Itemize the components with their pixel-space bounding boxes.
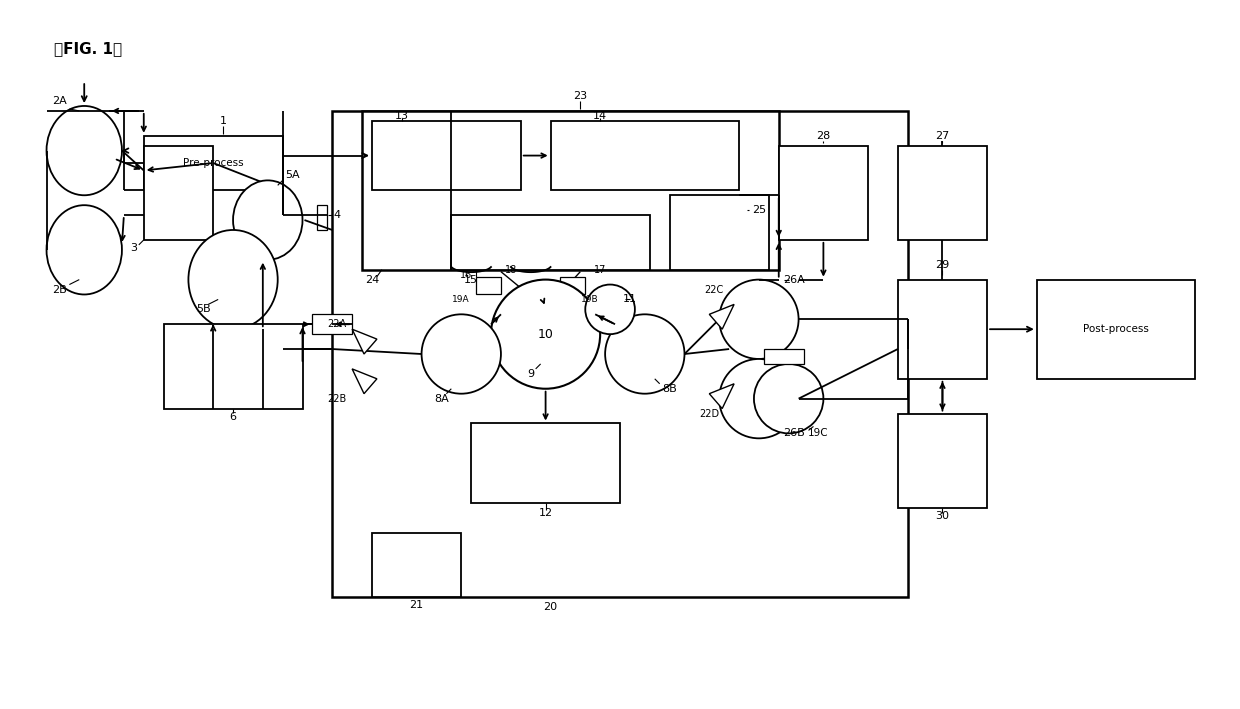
Bar	[898, 145, 987, 240]
Text: 19B: 19B	[582, 295, 599, 304]
Bar	[144, 135, 283, 190]
Bar	[144, 145, 213, 240]
Polygon shape	[709, 384, 734, 408]
Text: 3: 3	[130, 243, 138, 253]
Ellipse shape	[47, 205, 122, 294]
Bar	[372, 121, 521, 190]
Text: 10: 10	[538, 328, 553, 340]
Ellipse shape	[47, 106, 122, 195]
Text: 20: 20	[543, 602, 558, 612]
Text: 21: 21	[409, 600, 424, 610]
Bar	[332, 111, 908, 597]
Text: 22A: 22A	[327, 319, 347, 329]
Text: 5A: 5A	[285, 170, 300, 180]
Bar	[312, 314, 352, 334]
Text: 11: 11	[622, 294, 637, 304]
Text: 26A: 26A	[782, 274, 805, 284]
Text: 14: 14	[593, 111, 608, 121]
Ellipse shape	[719, 279, 799, 359]
Bar	[670, 195, 769, 269]
Bar	[1037, 279, 1195, 379]
Polygon shape	[709, 304, 734, 329]
Text: 5B: 5B	[196, 304, 211, 314]
Bar	[372, 532, 461, 597]
Bar	[764, 349, 804, 364]
Text: 30: 30	[935, 510, 950, 520]
Text: 13: 13	[394, 111, 409, 121]
Text: 28: 28	[816, 130, 831, 140]
Bar	[779, 145, 868, 240]
Text: 16: 16	[460, 269, 472, 279]
Ellipse shape	[585, 284, 635, 334]
Bar	[362, 111, 779, 269]
Bar	[898, 279, 987, 379]
Text: 15: 15	[464, 274, 479, 284]
Bar	[551, 121, 739, 190]
Text: 18: 18	[505, 264, 517, 274]
Text: 25: 25	[751, 205, 766, 215]
Text: Post-process: Post-process	[1084, 324, 1149, 334]
Text: 23: 23	[573, 91, 588, 101]
Text: 17: 17	[594, 264, 606, 274]
Text: 19A: 19A	[453, 295, 470, 304]
Text: 22B: 22B	[327, 393, 347, 403]
Text: 1: 1	[219, 116, 227, 125]
Text: 19C: 19C	[808, 428, 828, 438]
Bar	[317, 205, 327, 230]
Text: Pre-process: Pre-process	[184, 158, 243, 168]
Text: 22C: 22C	[704, 284, 724, 294]
Ellipse shape	[605, 314, 684, 393]
Ellipse shape	[754, 364, 823, 433]
Ellipse shape	[422, 314, 501, 393]
Ellipse shape	[491, 279, 600, 389]
Bar	[898, 413, 987, 508]
Text: 』FIG. 1『: 』FIG. 1『	[55, 41, 123, 57]
Ellipse shape	[233, 180, 303, 259]
Bar	[164, 324, 303, 408]
Ellipse shape	[188, 230, 278, 329]
Text: 2B: 2B	[52, 284, 67, 294]
Text: 26B: 26B	[782, 428, 805, 438]
Bar	[476, 277, 501, 294]
Text: 4: 4	[334, 210, 341, 220]
Text: 24: 24	[365, 274, 379, 284]
Text: 27: 27	[935, 130, 950, 140]
Bar	[560, 277, 585, 294]
Text: 2A: 2A	[52, 96, 67, 106]
Ellipse shape	[719, 359, 799, 438]
Bar	[451, 215, 650, 269]
Text: 29: 29	[935, 259, 950, 269]
Text: 9: 9	[527, 369, 534, 379]
Text: 12: 12	[538, 508, 553, 518]
Polygon shape	[352, 369, 377, 393]
Bar	[471, 423, 620, 503]
Text: 6: 6	[229, 411, 237, 422]
Polygon shape	[352, 329, 377, 354]
Text: 8B: 8B	[662, 384, 677, 393]
Text: 8A: 8A	[434, 393, 449, 403]
Text: 22D: 22D	[699, 408, 719, 418]
